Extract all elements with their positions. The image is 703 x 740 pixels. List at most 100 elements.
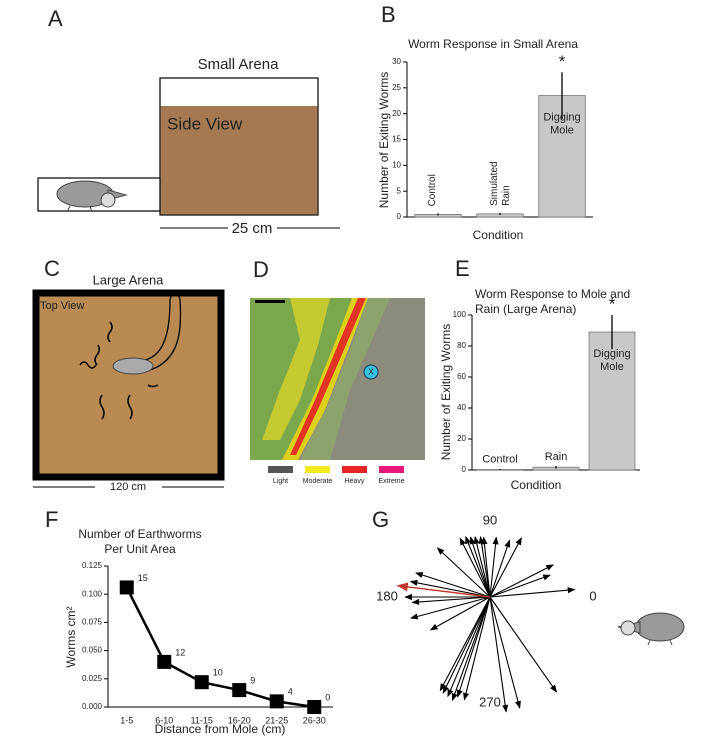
y-tick-label: 0.025: [82, 674, 103, 683]
significance-marker: *: [609, 294, 616, 313]
point-label: 9: [250, 675, 255, 685]
x-axis-label: Condition: [473, 228, 524, 242]
x-axis-label: Condition: [511, 478, 562, 492]
data-point: [307, 700, 322, 714]
chart-title: Worm Response to Mole and Rain (Large Are…: [475, 287, 630, 316]
category-label: Control: [482, 453, 517, 465]
category-label: Digging Mole: [593, 348, 630, 373]
vector-arrow: [489, 537, 522, 598]
panel-label: A: [48, 6, 63, 31]
x-tick-label: 16-20: [228, 715, 251, 725]
vector-arrow: [469, 536, 491, 598]
legend-swatch: [342, 466, 367, 473]
map-legend: Light Moderate Heavy Extreme: [268, 466, 405, 485]
data-line: [125, 586, 315, 709]
bar: [588, 331, 636, 471]
angle-label: 0: [589, 588, 596, 603]
point-label: 12: [175, 647, 185, 657]
y-tick-label: 40: [457, 403, 466, 412]
vector-arrow: [489, 539, 511, 598]
vector-arrow: [481, 536, 491, 598]
vector-arrow: [489, 596, 557, 693]
significance-marker: *: [559, 52, 566, 71]
y-axis-label: Number of Exiting Worms: [439, 324, 453, 460]
x-tick-label: 6-10: [155, 715, 173, 725]
large-arena: [32, 289, 225, 488]
legend-swatch: [268, 466, 293, 473]
y-axis-label: Number of Exiting Worms: [377, 72, 391, 208]
y-tick-label: 5: [397, 186, 402, 195]
y-tick-label: 25: [392, 83, 401, 92]
data-point: [269, 694, 284, 709]
x-tick-label: 21-25: [265, 715, 288, 725]
x-tick-label: 1-5: [120, 715, 133, 725]
legend-swatch: [305, 466, 330, 473]
vector-arrow: [459, 537, 491, 598]
vector-arrow: [409, 579, 491, 598]
view-label: Side View: [167, 114, 243, 133]
radar-map: [250, 298, 425, 460]
vector-arrow: [451, 596, 491, 702]
legend-label: Light: [273, 478, 288, 485]
vector-arrow: [456, 596, 491, 698]
point-label: 0: [325, 692, 330, 702]
legend-label: Extreme: [378, 478, 404, 485]
point-label: 4: [288, 687, 293, 697]
data-point: [232, 683, 247, 698]
arena-title: Small Arena: [198, 56, 280, 73]
y-tick-label: 0: [462, 465, 467, 474]
vector-arrow: [489, 574, 551, 598]
angle-label: 270: [479, 694, 501, 709]
y-tick-label: 0.125: [82, 561, 103, 570]
vector-arrow: [465, 536, 491, 598]
panel-label: E: [455, 256, 470, 281]
vector-arrow: [429, 596, 491, 631]
category-label: Control: [427, 174, 438, 206]
vector-arrow: [439, 596, 491, 692]
panel-label: C: [44, 256, 60, 281]
y-tick-label: 100: [453, 310, 467, 319]
y-tick-label: 80: [457, 341, 466, 350]
legend-swatch: [379, 466, 404, 473]
panel-label: F: [45, 507, 58, 532]
vector-arrow: [489, 587, 576, 598]
vector-arrow: [463, 596, 491, 701]
vector-arrow: [436, 547, 491, 598]
angle-label: 90: [483, 512, 497, 527]
chart-title: Worm Response in Small Arena: [408, 37, 578, 51]
vector-arrow: [489, 596, 509, 713]
y-tick-label: 0.050: [82, 646, 103, 655]
mole-drawing: [56, 180, 128, 213]
vector-arrow: [411, 596, 491, 606]
chart-title: Number of Earthworms Per Unit Area: [78, 527, 201, 556]
y-tick-label: 30: [392, 57, 401, 66]
category-label: Digging Mole: [543, 111, 580, 136]
y-tick-label: 15: [392, 135, 401, 144]
legend-label: Heavy: [345, 478, 365, 485]
scale-label: 25 cm: [232, 220, 273, 237]
charts: Worm Response in Small Arena Number of Ex…: [64, 37, 640, 736]
map-marker: X: [368, 368, 374, 377]
point-label: 15: [138, 573, 148, 583]
vector-arrow: [489, 596, 521, 709]
vector-arrow: [473, 536, 491, 598]
vector-arrow: [447, 596, 491, 698]
legend-label: Moderate: [303, 478, 333, 485]
vector-arrow: [489, 536, 499, 598]
x-axis-label: Distance from Mole (cm): [155, 722, 286, 736]
x-tick-label: 26-30: [303, 715, 326, 725]
mean-vector: [396, 582, 491, 598]
y-tick-label: 0.100: [82, 589, 103, 598]
y-tick-label: 60: [457, 372, 466, 381]
panel-label: D: [253, 257, 269, 282]
y-axis-label: Worms cm²: [64, 606, 78, 667]
y-tick-label: 0.075: [82, 618, 103, 627]
category-label: SimulatedRain: [489, 161, 512, 205]
y-tick-label: 0.000: [82, 702, 103, 711]
category-label: Rain: [545, 451, 568, 463]
view-label: Top View: [40, 300, 84, 312]
scale-label: 120 cm: [110, 481, 146, 493]
y-tick-label: 10: [392, 160, 401, 169]
y-tick-label: 20: [392, 109, 401, 118]
data-point: [194, 675, 209, 690]
